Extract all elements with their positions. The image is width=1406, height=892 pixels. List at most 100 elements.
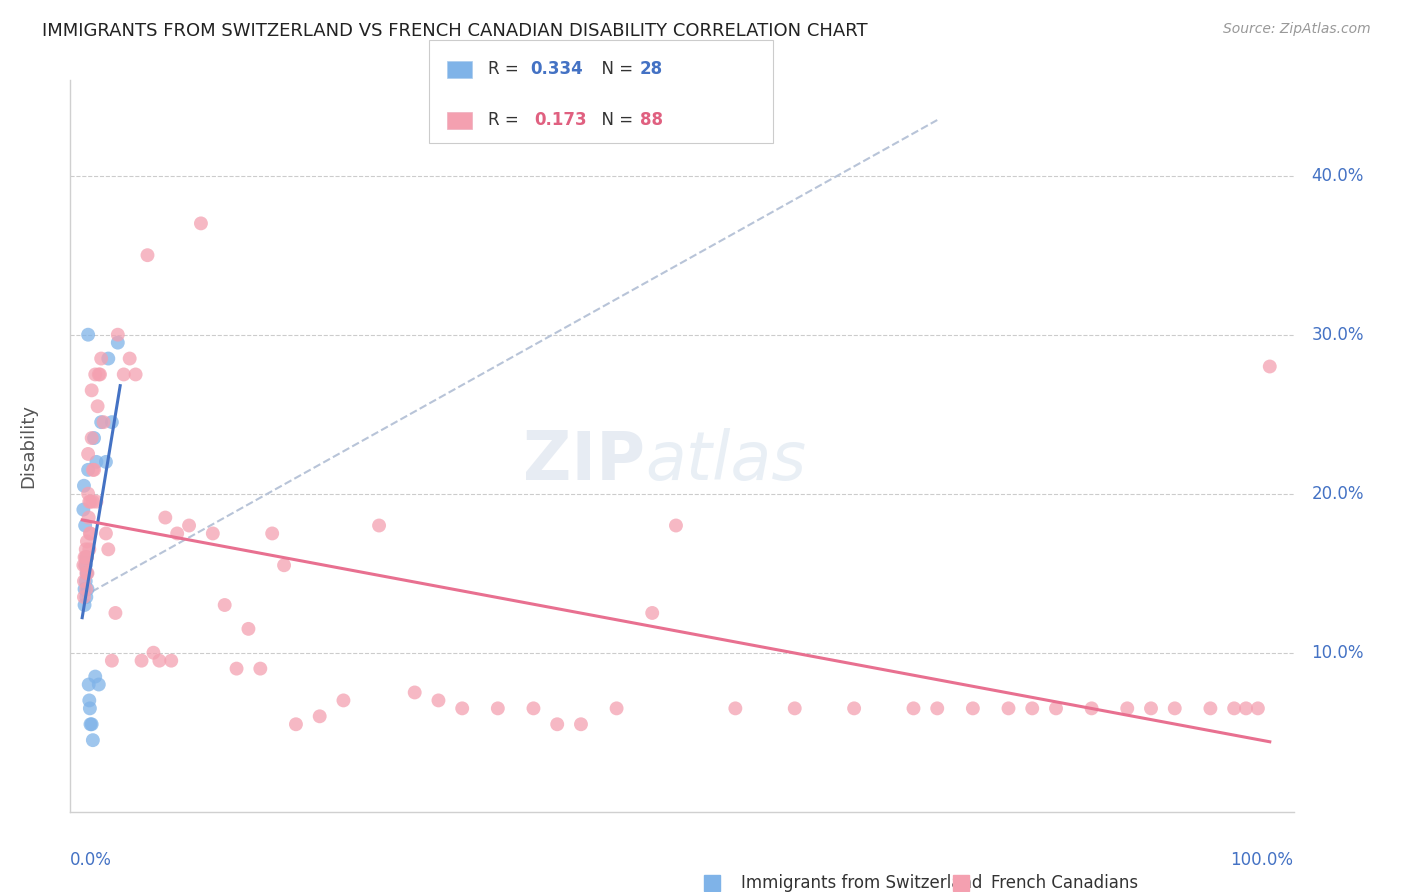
Point xyxy=(82,733,104,747)
Point xyxy=(1080,701,1102,715)
Point xyxy=(94,526,117,541)
Point xyxy=(160,654,183,668)
Text: N =: N = xyxy=(591,111,638,128)
Point xyxy=(107,335,129,350)
Point xyxy=(75,582,97,596)
Point xyxy=(93,415,115,429)
Point xyxy=(80,717,103,731)
Text: R =: R = xyxy=(488,60,524,78)
Point xyxy=(76,550,98,565)
Text: ZIP: ZIP xyxy=(523,427,645,493)
Point xyxy=(112,368,135,382)
Text: 10.0%: 10.0% xyxy=(1312,644,1364,662)
Text: 30.0%: 30.0% xyxy=(1312,326,1364,343)
Point xyxy=(83,463,105,477)
Point xyxy=(82,494,104,508)
Point xyxy=(665,518,688,533)
Point xyxy=(783,701,806,715)
Point xyxy=(79,526,101,541)
Point xyxy=(82,463,104,477)
Point xyxy=(73,550,96,565)
Point xyxy=(842,701,865,715)
Point xyxy=(84,368,107,382)
Point xyxy=(75,518,97,533)
Point xyxy=(75,566,97,581)
Text: 0.0%: 0.0% xyxy=(70,852,112,870)
Point xyxy=(155,510,177,524)
Point xyxy=(79,494,101,508)
Point xyxy=(427,693,450,707)
Point xyxy=(101,654,124,668)
Point xyxy=(997,701,1019,715)
Point xyxy=(201,526,224,541)
Text: French Canadians: French Canadians xyxy=(991,874,1137,892)
Point xyxy=(1223,701,1246,715)
Point xyxy=(80,384,103,398)
Text: 28: 28 xyxy=(640,60,662,78)
Text: 20.0%: 20.0% xyxy=(1312,484,1364,503)
Point xyxy=(166,526,188,541)
Point xyxy=(1234,701,1257,715)
Point xyxy=(238,622,260,636)
Point xyxy=(75,542,97,557)
Text: atlas: atlas xyxy=(645,427,806,493)
Point xyxy=(569,717,592,731)
Text: 100.0%: 100.0% xyxy=(1230,852,1294,870)
Point xyxy=(86,455,108,469)
Point xyxy=(76,550,98,565)
Point xyxy=(118,351,141,366)
Point xyxy=(368,518,391,533)
Point xyxy=(249,662,271,676)
Point xyxy=(451,701,474,715)
Text: Immigrants from Switzerland: Immigrants from Switzerland xyxy=(741,874,983,892)
Text: R =: R = xyxy=(488,111,529,128)
Text: 0.334: 0.334 xyxy=(530,60,583,78)
Point xyxy=(1199,701,1222,715)
Point xyxy=(1164,701,1187,715)
Point xyxy=(77,510,100,524)
Point xyxy=(214,598,236,612)
Point xyxy=(1116,701,1139,715)
Point xyxy=(87,677,110,691)
Point xyxy=(142,646,165,660)
Point xyxy=(75,574,97,589)
Point xyxy=(97,351,120,366)
Point xyxy=(77,677,100,691)
Point xyxy=(75,558,97,573)
Point xyxy=(308,709,330,723)
Text: Source: ZipAtlas.com: Source: ZipAtlas.com xyxy=(1223,22,1371,37)
Point xyxy=(522,701,544,715)
Point xyxy=(77,463,100,477)
Point xyxy=(89,368,111,382)
Point xyxy=(1140,701,1163,715)
Point xyxy=(606,701,628,715)
Point xyxy=(90,351,112,366)
Point xyxy=(903,701,925,715)
Point xyxy=(73,582,96,596)
Point xyxy=(79,494,101,508)
Point xyxy=(641,606,664,620)
Point xyxy=(72,558,94,573)
Point xyxy=(97,542,120,557)
Point xyxy=(86,494,108,508)
Point xyxy=(84,669,107,683)
Point xyxy=(225,662,247,676)
Point xyxy=(177,518,200,533)
Point xyxy=(136,248,159,262)
Point xyxy=(1021,701,1043,715)
Point xyxy=(724,701,747,715)
Point xyxy=(76,566,98,581)
Point xyxy=(1258,359,1281,374)
Point xyxy=(104,606,127,620)
Text: IMMIGRANTS FROM SWITZERLAND VS FRENCH CANADIAN DISABILITY CORRELATION CHART: IMMIGRANTS FROM SWITZERLAND VS FRENCH CA… xyxy=(42,22,868,40)
Point xyxy=(73,479,96,493)
Point xyxy=(273,558,295,573)
Point xyxy=(79,701,101,715)
Point xyxy=(76,534,98,549)
Point xyxy=(90,415,112,429)
Point xyxy=(73,598,96,612)
Point xyxy=(79,542,101,557)
Point xyxy=(75,550,97,565)
Point xyxy=(190,216,212,230)
Point xyxy=(101,415,124,429)
